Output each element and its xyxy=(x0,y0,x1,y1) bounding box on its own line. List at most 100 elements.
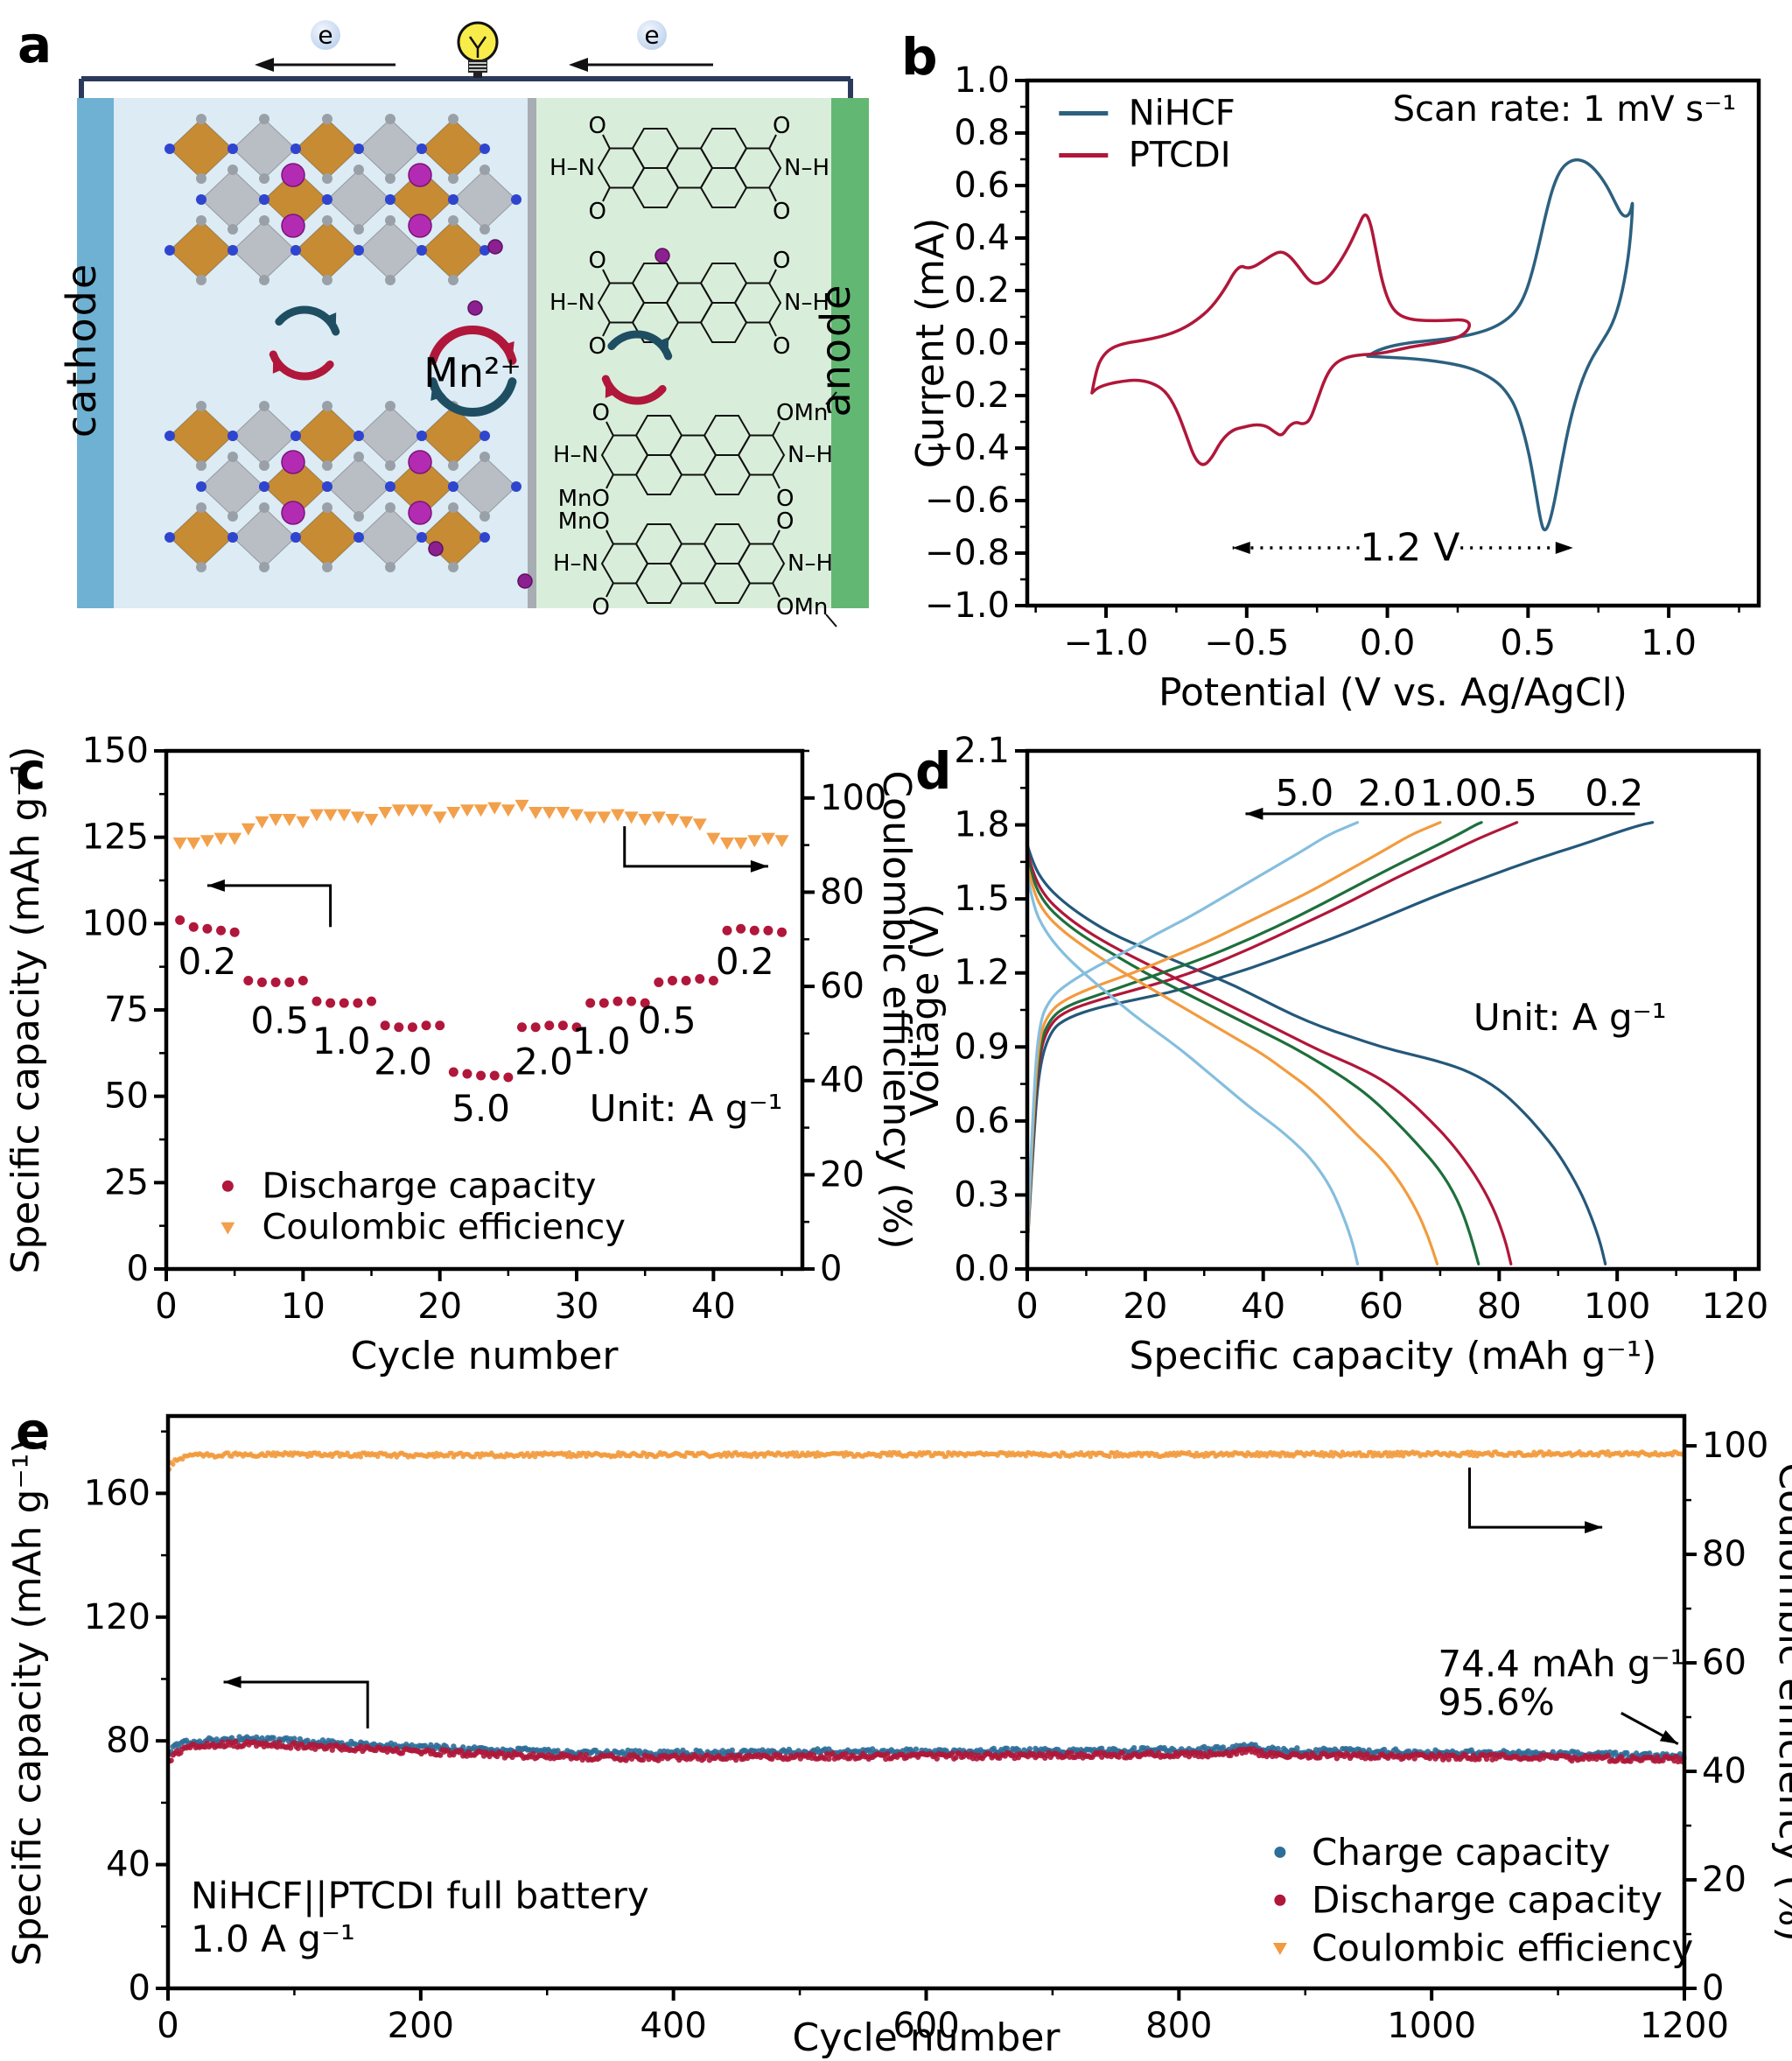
series-5-0-discharge xyxy=(1026,873,1360,1265)
svg-text:Cycle number: Cycle number xyxy=(793,2015,1061,2060)
series-2-0-charge xyxy=(1026,821,1442,1251)
series-1-0-discharge xyxy=(1026,855,1480,1265)
mn-ion-dots xyxy=(428,239,670,589)
ptcdi-molecule: O O O O H–N N–H xyxy=(550,113,830,225)
series-discharge-capacity xyxy=(175,915,788,1083)
series-0-2-discharge xyxy=(1026,843,1607,1265)
series-0-2-charge xyxy=(1026,821,1655,1251)
svg-text:N–H: N–H xyxy=(784,290,830,316)
svg-text:MnO: MnO xyxy=(558,486,610,512)
axes: 0 10 20 30 40 0 25 50 75 100 125 150 0 20 40 60 80 100 Cyc… xyxy=(4,731,919,1378)
svg-text:40: 40 xyxy=(106,1845,150,1885)
svg-text:Discharge capacity: Discharge capacity xyxy=(1312,1879,1662,1922)
svg-text:−0.2: −0.2 xyxy=(925,375,1010,416)
panel-b-chart: −1.0 −0.5 0.0 0.5 1.0 −1.0 −0.8 −0.6 −0.4 −0.2 0.0… xyxy=(908,60,1761,715)
annotations: Scan rate: 1 mV s⁻¹ 1.2 V xyxy=(1232,89,1736,571)
svg-text:0.5: 0.5 xyxy=(250,999,309,1041)
svg-text:0: 0 xyxy=(127,1249,149,1289)
svg-text:N–H: N–H xyxy=(784,155,830,181)
svg-text:1200: 1200 xyxy=(1640,2006,1729,2046)
svg-text:0: 0 xyxy=(157,2006,178,2046)
nihcf-crystal xyxy=(164,114,522,285)
svg-text:Potential (V vs. Ag/AgCl): Potential (V vs. Ag/AgCl) xyxy=(1158,670,1628,715)
svg-text:e: e xyxy=(644,21,659,50)
svg-text:60: 60 xyxy=(820,966,864,1006)
svg-text:20: 20 xyxy=(1123,1286,1167,1327)
svg-text:0.8: 0.8 xyxy=(954,113,1010,153)
svg-text:160: 160 xyxy=(84,1473,150,1513)
series-0-5-discharge xyxy=(1026,850,1513,1265)
mn-shuttle: Mn²⁺ xyxy=(424,326,522,417)
svg-text:20: 20 xyxy=(1702,1860,1746,1900)
svg-text:10: 10 xyxy=(281,1286,326,1327)
svg-text:800: 800 xyxy=(1145,2006,1212,2046)
svg-text:O: O xyxy=(589,199,606,225)
svg-text:100: 100 xyxy=(1584,1286,1650,1327)
svg-text:O: O xyxy=(776,486,794,512)
svg-text:O: O xyxy=(773,333,790,360)
svg-text:75: 75 xyxy=(104,990,149,1030)
series-nihcf xyxy=(1366,158,1634,532)
panel-c-chart: 0 10 20 30 40 0 25 50 75 100 125 150 0 20 40 60 80 100 Cyc… xyxy=(4,731,919,1378)
nihcf-crystal xyxy=(164,401,522,572)
svg-text:Charge capacity: Charge capacity xyxy=(1312,1831,1610,1874)
svg-text:H–N: H–N xyxy=(550,155,595,181)
svg-text:0.5: 0.5 xyxy=(1501,623,1557,663)
svg-text:2.1: 2.1 xyxy=(954,731,1010,771)
svg-text:O: O xyxy=(773,113,790,139)
svg-text:−0.5: −0.5 xyxy=(1204,623,1289,663)
svg-text:NiHCF: NiHCF xyxy=(1129,94,1236,134)
svg-text:O: O xyxy=(773,199,790,225)
svg-text:1.2 V: 1.2 V xyxy=(1360,526,1460,571)
svg-text:50: 50 xyxy=(104,1076,149,1117)
svg-text:80: 80 xyxy=(820,872,864,912)
svg-text:MnO: MnO xyxy=(558,508,610,535)
circuit-wire xyxy=(79,76,853,99)
svg-text:100: 100 xyxy=(1702,1426,1768,1466)
svg-text:20: 20 xyxy=(417,1286,462,1327)
svg-text:120: 120 xyxy=(84,1597,150,1637)
svg-text:1.0: 1.0 xyxy=(954,60,1010,101)
svg-text:1.0: 1.0 xyxy=(312,1020,371,1062)
svg-text:0.6: 0.6 xyxy=(954,165,1010,206)
axes: −1.0 −0.5 0.0 0.5 1.0 −1.0 −0.8 −0.6 −0.4 −0.2 0.0… xyxy=(908,60,1740,715)
svg-text:0.2: 0.2 xyxy=(716,940,774,983)
svg-text:Specific capacity (mAh g⁻¹): Specific capacity (mAh g⁻¹) xyxy=(5,1439,50,1966)
svg-text:OMn: OMn xyxy=(776,400,828,426)
svg-text:Coulombic efficiency: Coulombic efficiency xyxy=(262,1208,626,1248)
svg-text:Voltage (V): Voltage (V) xyxy=(903,903,948,1116)
svg-text:30: 30 xyxy=(555,1286,599,1327)
series xyxy=(1026,821,1655,1265)
electron-icon xyxy=(637,20,667,50)
svg-text:120: 120 xyxy=(1702,1286,1768,1327)
ptcdi-molecule: O OMn MnO O H–N N–H xyxy=(553,391,837,512)
svg-text:cathode: cathode xyxy=(58,263,105,438)
panel-d-chart: 0 20 40 60 80 100 120 0.0 0.3 0.6 0.9 1.2 1.5 1.8 2.1 S… xyxy=(903,731,1768,1378)
svg-text:1.5: 1.5 xyxy=(954,879,1010,919)
svg-text:400: 400 xyxy=(640,2006,706,2046)
svg-text:0: 0 xyxy=(155,1286,177,1327)
svg-text:0.2: 0.2 xyxy=(178,940,237,983)
svg-text:5.0: 5.0 xyxy=(452,1087,510,1130)
svg-text:40: 40 xyxy=(820,1061,864,1101)
panel-b-label: b xyxy=(901,27,938,87)
svg-text:H–N: H–N xyxy=(553,442,598,468)
svg-text:100: 100 xyxy=(82,903,149,943)
svg-text:40: 40 xyxy=(1702,1751,1746,1791)
series-1-0-charge xyxy=(1026,821,1483,1251)
panel-e-chart: 0 200 400 600 800 1000 12000408012016002040608… xyxy=(5,1413,1792,2060)
svg-text:OMn: OMn xyxy=(776,594,828,620)
svg-text:anode: anode xyxy=(812,284,859,417)
svg-text:O: O xyxy=(589,333,606,360)
svg-text:O: O xyxy=(773,248,790,274)
ptcdi-molecule: MnO O O OMn H–N N–H xyxy=(553,508,837,627)
svg-text:0.0: 0.0 xyxy=(954,1249,1010,1289)
svg-text:0: 0 xyxy=(820,1249,842,1289)
svg-text:20: 20 xyxy=(820,1154,864,1195)
